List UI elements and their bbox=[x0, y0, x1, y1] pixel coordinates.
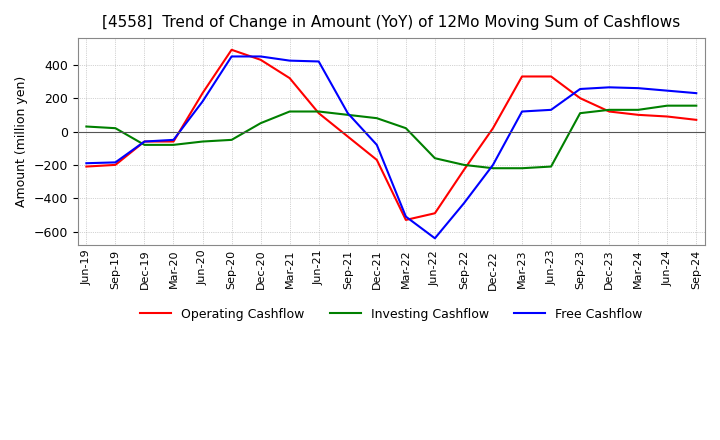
Line: Operating Cashflow: Operating Cashflow bbox=[86, 50, 696, 220]
Operating Cashflow bbox=[489, 125, 498, 131]
Operating Cashflow bbox=[663, 114, 672, 119]
Investing Cashflow bbox=[256, 121, 265, 126]
Free Cashflow bbox=[256, 54, 265, 59]
Free Cashflow bbox=[228, 54, 236, 59]
Operating Cashflow bbox=[546, 74, 555, 79]
Investing Cashflow bbox=[111, 125, 120, 131]
Operating Cashflow bbox=[372, 157, 381, 162]
Operating Cashflow bbox=[256, 57, 265, 62]
Investing Cashflow bbox=[546, 164, 555, 169]
Investing Cashflow bbox=[634, 107, 642, 113]
Free Cashflow bbox=[576, 86, 585, 92]
Free Cashflow bbox=[198, 99, 207, 104]
Operating Cashflow bbox=[285, 76, 294, 81]
Operating Cashflow bbox=[198, 91, 207, 96]
Investing Cashflow bbox=[518, 165, 526, 171]
Operating Cashflow bbox=[169, 139, 178, 144]
Free Cashflow bbox=[546, 107, 555, 113]
Operating Cashflow bbox=[82, 164, 91, 169]
Investing Cashflow bbox=[402, 125, 410, 131]
Investing Cashflow bbox=[372, 116, 381, 121]
Free Cashflow bbox=[431, 236, 439, 241]
Y-axis label: Amount (million yen): Amount (million yen) bbox=[15, 76, 28, 207]
Investing Cashflow bbox=[285, 109, 294, 114]
Operating Cashflow bbox=[518, 74, 526, 79]
Investing Cashflow bbox=[315, 109, 323, 114]
Operating Cashflow bbox=[140, 139, 149, 144]
Legend: Operating Cashflow, Investing Cashflow, Free Cashflow: Operating Cashflow, Investing Cashflow, … bbox=[135, 303, 647, 326]
Free Cashflow bbox=[518, 109, 526, 114]
Free Cashflow bbox=[169, 137, 178, 143]
Operating Cashflow bbox=[576, 95, 585, 101]
Free Cashflow bbox=[285, 58, 294, 63]
Free Cashflow bbox=[140, 139, 149, 144]
Investing Cashflow bbox=[198, 139, 207, 144]
Line: Free Cashflow: Free Cashflow bbox=[86, 56, 696, 238]
Operating Cashflow bbox=[692, 117, 701, 122]
Investing Cashflow bbox=[228, 137, 236, 143]
Investing Cashflow bbox=[692, 103, 701, 108]
Free Cashflow bbox=[343, 110, 352, 116]
Investing Cashflow bbox=[82, 124, 91, 129]
Investing Cashflow bbox=[169, 142, 178, 147]
Investing Cashflow bbox=[431, 156, 439, 161]
Free Cashflow bbox=[663, 88, 672, 93]
Operating Cashflow bbox=[402, 217, 410, 223]
Operating Cashflow bbox=[459, 167, 468, 172]
Investing Cashflow bbox=[605, 107, 613, 113]
Operating Cashflow bbox=[228, 47, 236, 52]
Free Cashflow bbox=[111, 160, 120, 165]
Free Cashflow bbox=[82, 161, 91, 166]
Operating Cashflow bbox=[111, 162, 120, 168]
Investing Cashflow bbox=[489, 165, 498, 171]
Title: [4558]  Trend of Change in Amount (YoY) of 12Mo Moving Sum of Cashflows: [4558] Trend of Change in Amount (YoY) o… bbox=[102, 15, 680, 30]
Investing Cashflow bbox=[459, 162, 468, 168]
Investing Cashflow bbox=[343, 112, 352, 117]
Investing Cashflow bbox=[576, 110, 585, 116]
Free Cashflow bbox=[634, 85, 642, 91]
Operating Cashflow bbox=[315, 110, 323, 116]
Free Cashflow bbox=[459, 201, 468, 206]
Free Cashflow bbox=[489, 162, 498, 168]
Free Cashflow bbox=[315, 59, 323, 64]
Free Cashflow bbox=[402, 214, 410, 219]
Operating Cashflow bbox=[605, 109, 613, 114]
Free Cashflow bbox=[692, 91, 701, 96]
Line: Investing Cashflow: Investing Cashflow bbox=[86, 106, 696, 168]
Investing Cashflow bbox=[140, 142, 149, 147]
Operating Cashflow bbox=[634, 112, 642, 117]
Operating Cashflow bbox=[431, 211, 439, 216]
Free Cashflow bbox=[372, 142, 381, 147]
Investing Cashflow bbox=[663, 103, 672, 108]
Free Cashflow bbox=[605, 84, 613, 90]
Operating Cashflow bbox=[343, 134, 352, 139]
